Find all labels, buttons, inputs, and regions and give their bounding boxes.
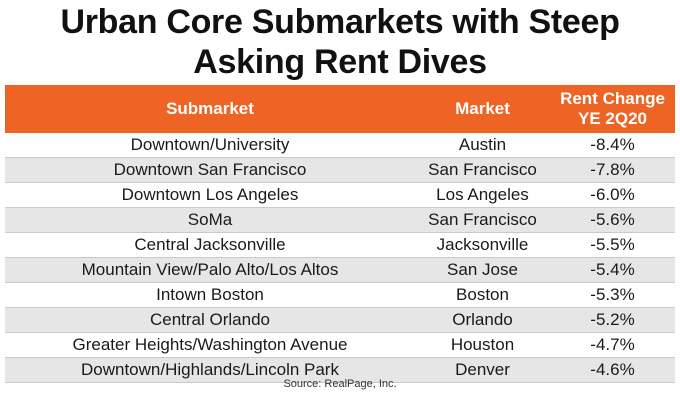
rent-change-table: Submarket Market Rent Change YE 2Q20 Dow… [5,85,675,383]
submarket-cell: Downtown/Highlands/Lincoln Park [5,357,415,383]
submarket-cell: SoMa [5,207,415,233]
submarket-cell: Greater Heights/Washington Avenue [5,332,415,358]
rent-change-cell: -8.4% [550,133,675,158]
table-row: Intown Boston Boston -5.3% [5,282,675,308]
market-cell: Houston [415,332,550,358]
table-row: Mountain View/Palo Alto/Los Altos San Jo… [5,257,675,283]
title-line-2: Asking Rent Dives [193,43,487,81]
table-row: Downtown/University Austin -8.4% [5,133,675,158]
rent-change-cell: -4.7% [550,332,675,358]
market-cell: Austin [415,133,550,158]
source-note: Source: RealPage, Inc. [283,378,397,390]
table-row: Downtown Los Angeles Los Angeles -6.0% [5,182,675,208]
market-cell: Los Angeles [415,182,550,208]
market-cell: Denver [415,357,550,383]
column-header-market: Market [455,99,510,118]
rent-change-cell: -5.5% [550,232,675,258]
title-line-1: Urban Core Submarkets with Steep [60,3,620,41]
table-row: Greater Heights/Washington Avenue Housto… [5,332,675,358]
column-header-rent-change: Rent Change YE 2Q20 [550,85,675,133]
rent-change-cell: -5.4% [550,257,675,283]
market-cell: Jacksonville [415,232,550,258]
market-cell: San Francisco [415,157,550,183]
submarket-cell: Intown Boston [5,282,415,308]
rent-change-cell: -6.0% [550,182,675,208]
rent-change-cell: -5.6% [550,207,675,233]
rent-change-cell: -5.3% [550,282,675,308]
market-cell: Orlando [415,307,550,333]
submarket-cell: Central Orlando [5,307,415,333]
table-body: Downtown/University Austin -8.4% Downtow… [5,133,675,383]
rent-change-cell: -5.2% [550,307,675,333]
submarket-cell: Downtown/University [5,133,415,158]
submarket-cell: Downtown Los Angeles [5,182,415,208]
rent-change-header-line-1: Rent Change [560,89,665,108]
rent-change-cell: -4.6% [550,357,675,383]
submarket-cell: Mountain View/Palo Alto/Los Altos [5,257,415,283]
table-row: Central Jacksonville Jacksonville -5.5% [5,232,675,258]
rent-change-header-line-2: YE 2Q20 [578,109,647,128]
table-row: SoMa San Francisco -5.6% [5,207,675,233]
column-header-submarket: Submarket [166,99,254,118]
market-cell: Boston [415,282,550,308]
rent-change-cell: -7.8% [550,157,675,183]
submarket-cell: Central Jacksonville [5,232,415,258]
table-header-row: Submarket Market Rent Change YE 2Q20 [5,85,675,133]
submarket-cell: Downtown San Francisco [5,157,415,183]
page-title: Urban Core Submarkets with Steep Asking … [0,0,680,82]
table-row: Downtown/Highlands/Lincoln Park Denver -… [5,357,675,383]
market-cell: San Francisco [415,207,550,233]
table-row: Downtown San Francisco San Francisco -7.… [5,157,675,183]
table-row: Central Orlando Orlando -5.2% [5,307,675,333]
market-cell: San Jose [415,257,550,283]
